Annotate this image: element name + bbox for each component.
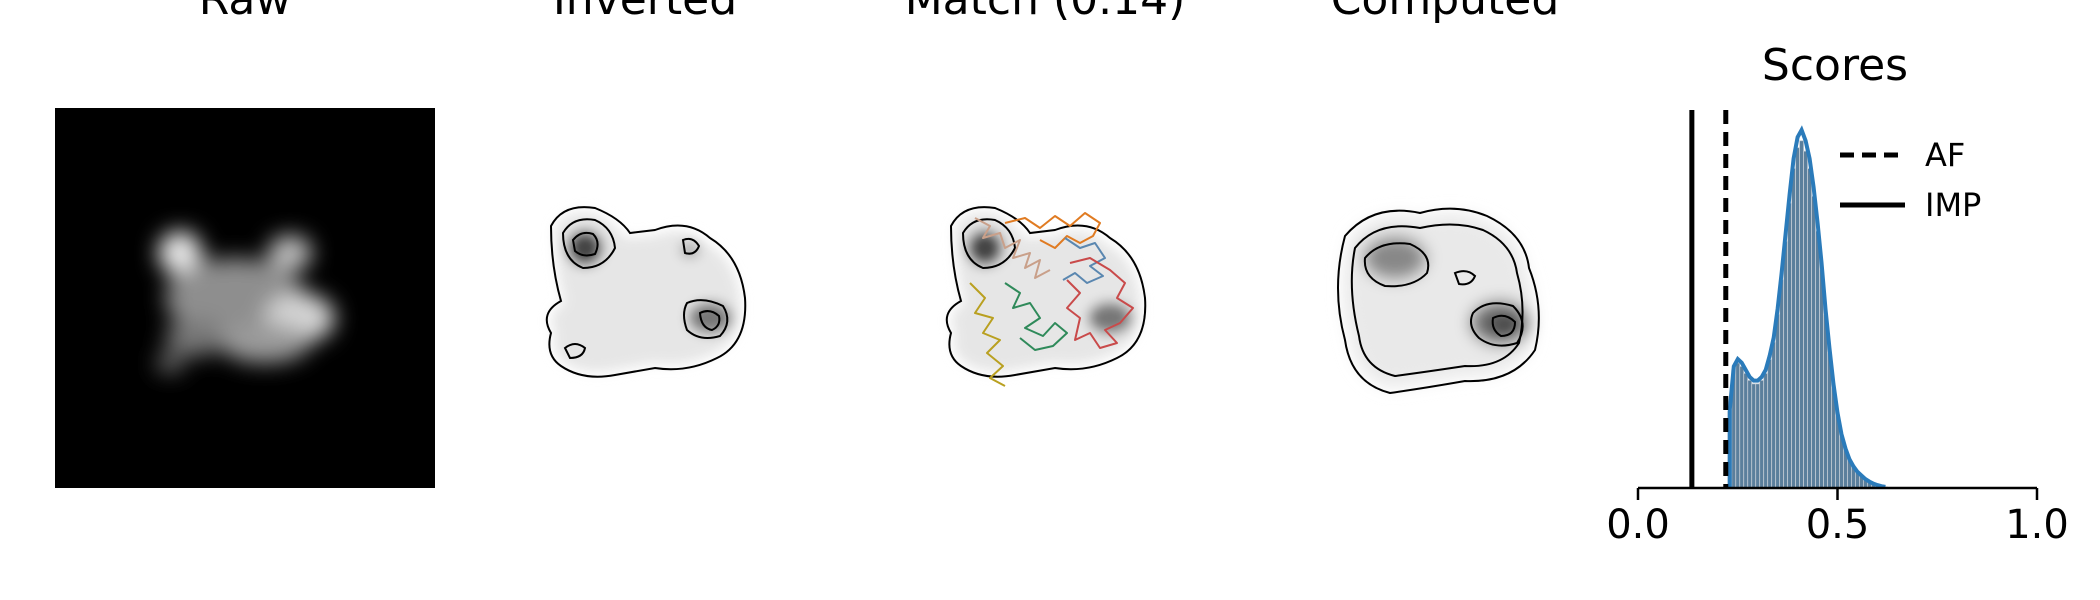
histogram-bar (1779, 279, 1785, 489)
histogram-bar (1771, 341, 1777, 489)
histogram-bars (1727, 140, 1888, 489)
histogram-bar (1759, 379, 1765, 489)
legend-label-af: AF (1925, 136, 1965, 174)
histogram-bar (1811, 195, 1816, 489)
computed-image (1337, 207, 1540, 395)
histogram-bar (1815, 230, 1820, 489)
inverted-contour-mid (561, 218, 617, 270)
histogram-bar (1747, 379, 1753, 489)
inverted-contour-right (683, 299, 729, 339)
scores-chart: Scores 0.0 0.5 1.0 AF IMP (1606, 40, 2069, 548)
histogram-bar (1743, 373, 1749, 489)
inverted-contour-inner (571, 231, 599, 257)
computed-image-panel (1255, 108, 1635, 488)
computed-contour-center (1453, 270, 1477, 286)
x-tick-label: 0.0 (1606, 502, 1670, 548)
match-image-panel (855, 108, 1235, 488)
kde-curve (1727, 125, 1886, 489)
match-panel-title: Match (0.14) (855, 0, 1235, 22)
inverted-image (545, 206, 747, 378)
raw-image-panel (55, 108, 435, 488)
reference-lines (1689, 110, 1729, 488)
histogram-bar (1791, 168, 1797, 489)
match-chain-blue (1062, 237, 1106, 284)
match-chain-red (1066, 257, 1134, 349)
x-tick-label: 1.0 (2005, 502, 2069, 548)
histogram-bar (1739, 366, 1745, 489)
histogram-bar (1763, 373, 1769, 489)
match-contour-outer (945, 206, 1147, 378)
histogram-bar (1735, 362, 1741, 489)
histogram-bar (1755, 383, 1761, 489)
match-chain-green (1004, 282, 1068, 351)
histogram-bar (1767, 359, 1773, 489)
computed-panel-title: Computed (1255, 0, 1635, 22)
raw-image (55, 108, 435, 488)
match-chain-tan (974, 217, 1051, 279)
match-chain-olive (969, 282, 1006, 387)
histogram-bar (1751, 383, 1757, 489)
scores-chart-title: Scores (1762, 40, 1908, 91)
histogram-bar (1799, 140, 1804, 489)
inverted-contour-right-inner (698, 310, 721, 332)
computed-contour-mid (1350, 223, 1524, 378)
match-image (945, 206, 1147, 387)
inverted-contour-lower-left (563, 343, 587, 360)
legend-label-imp: IMP (1925, 186, 1981, 224)
histogram-bar (1783, 241, 1789, 489)
computed-contour-right (1470, 302, 1524, 347)
inverted-panel-title: Inverted (455, 0, 835, 22)
raw-panel-title: Raw (55, 0, 435, 22)
histogram-bar (1807, 168, 1812, 489)
legend: AF IMP (1840, 136, 1981, 224)
computed-contour-right-inner (1491, 314, 1517, 338)
x-axis-ticks: 0.0 0.5 1.0 (1606, 488, 2069, 548)
inverted-image-panel (455, 108, 835, 488)
histogram-bar (1775, 313, 1781, 489)
histogram-bar (1795, 147, 1800, 489)
x-tick-label: 0.5 (1806, 502, 1870, 548)
computed-contour-outer (1337, 207, 1540, 395)
inverted-contour-outer (545, 206, 747, 378)
histogram-bar (1803, 150, 1808, 489)
match-contour-left (961, 218, 1017, 270)
histogram-bar (1787, 202, 1793, 489)
inverted-contour-small (681, 237, 701, 255)
computed-contour-left (1363, 242, 1430, 288)
